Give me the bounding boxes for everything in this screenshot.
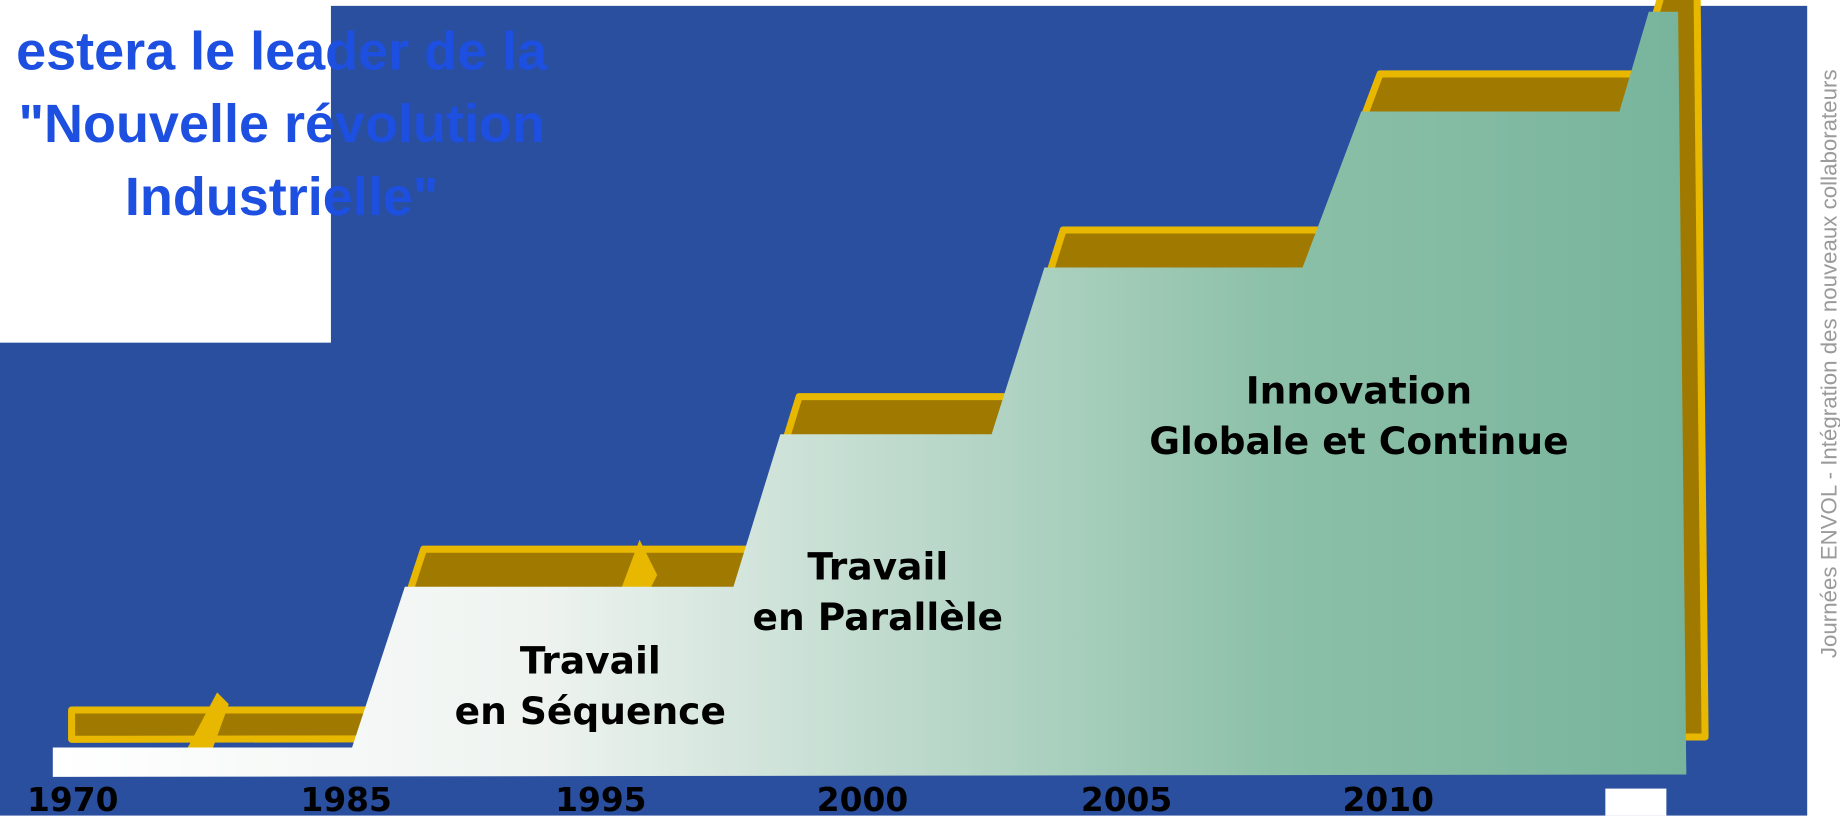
page: {"title": {"lines": ["estera le leader d… bbox=[0, 0, 1840, 816]
year-label: 1985 bbox=[300, 781, 391, 816]
stage-label: Travail bbox=[520, 639, 661, 683]
year-label: 1970 bbox=[27, 781, 118, 816]
footer-text: Journées ENVOL - Intégration des nouveau… bbox=[1817, 69, 1840, 658]
year-label: 2000 bbox=[817, 781, 908, 816]
slide-content: Journées ENVOL - Intégration des nouveau… bbox=[0, 0, 1840, 816]
year-label: 2005 bbox=[1081, 781, 1172, 816]
year-label: 1995 bbox=[555, 781, 646, 816]
corner-box bbox=[1605, 789, 1666, 816]
stage-label: en Parallèle bbox=[753, 595, 1004, 639]
title-line: "Nouvelle révolution bbox=[18, 94, 544, 154]
title-line: estera le leader de la bbox=[16, 21, 548, 81]
stage-label: en Séquence bbox=[455, 689, 726, 733]
stage-label: Globale et Continue bbox=[1149, 419, 1568, 463]
slide: Journées ENVOL - Intégration des nouveau… bbox=[0, 0, 1840, 816]
title-line: Industrielle" bbox=[125, 167, 438, 227]
stage-label: Innovation bbox=[1246, 369, 1472, 413]
year-label: 2010 bbox=[1343, 781, 1434, 816]
stage-label: Travail bbox=[807, 545, 948, 589]
